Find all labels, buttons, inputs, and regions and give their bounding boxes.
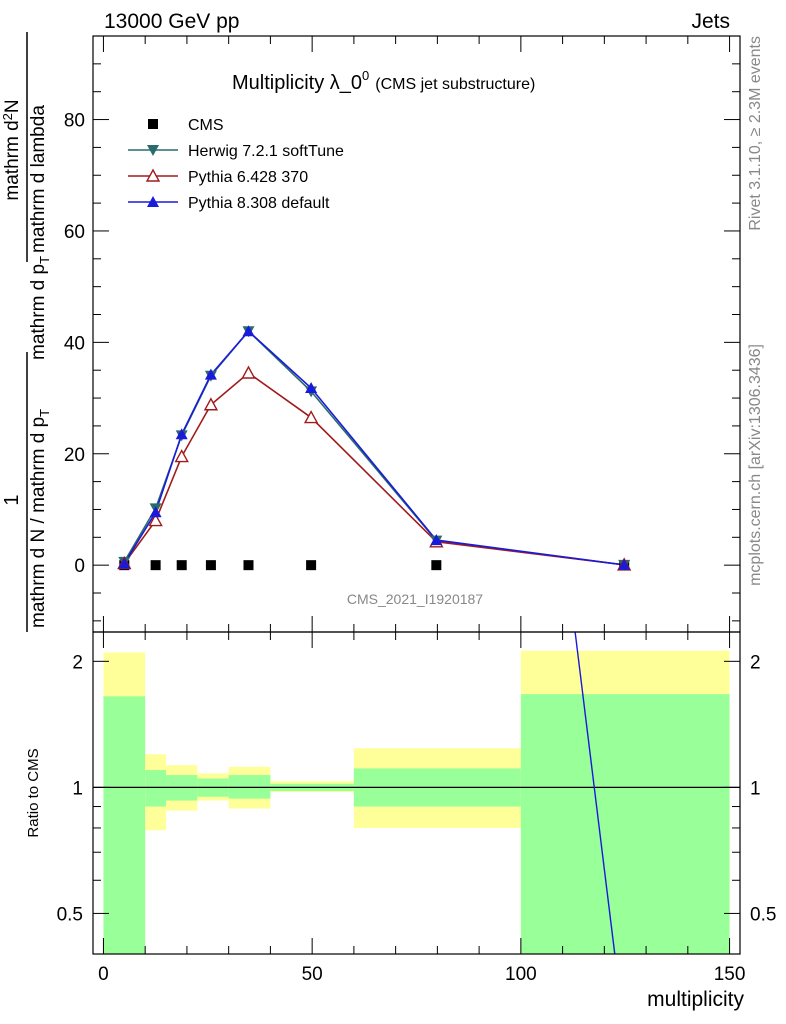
- legend-label: Pythia 6.428 370: [188, 169, 308, 186]
- series-point-0: [176, 560, 187, 571]
- main-plot: 0 20 40 60 80 Multiplicity λ_00(CMS jet subs…: [64, 35, 741, 633]
- ratio-series-line-0: [574, 631, 616, 955]
- series-point-3: [618, 558, 631, 570]
- series-point-0: [306, 560, 317, 571]
- ratio-series: [93, 631, 740, 955]
- ratio-xlabel: multiplicity: [647, 988, 744, 1011]
- ratio-band-inner: [145, 770, 167, 807]
- ratio-ytick-label-right: 1: [750, 778, 761, 799]
- main-ytick-label: 20: [64, 445, 85, 466]
- legend-label: Herwig 7.2.1 softTune: [188, 143, 344, 160]
- ratio-ytick-label: 1: [72, 778, 83, 799]
- legend-marker: [145, 168, 161, 182]
- legend-label: Pythia 8.308 default: [188, 195, 330, 212]
- header-left: 13000 GeV pp: [104, 10, 239, 33]
- series-point-2: [174, 449, 189, 463]
- main-ytick-label: 40: [64, 333, 85, 354]
- series-point-3: [149, 506, 162, 518]
- ylabel-denominator-1: mathrm d N / mathrm d pT: [28, 409, 52, 628]
- series-point-2: [303, 410, 319, 424]
- series-line-2: [123, 371, 625, 566]
- ratio-ytick-label: 2: [72, 652, 83, 673]
- series-point-3: [175, 428, 188, 440]
- series-point-0: [150, 560, 161, 571]
- ratio-ylabel: Ratio to CMS: [25, 748, 42, 837]
- rivet-label: Rivet 3.1.10, ≥ 2.3M events: [747, 36, 764, 231]
- ratio-ytick-label-right: 0.5: [750, 904, 776, 925]
- series-line-1: [123, 330, 625, 566]
- analysis-watermark: CMS_2021_I1920187: [347, 591, 483, 607]
- series-point-3: [430, 534, 443, 546]
- main-ytick-label: 0: [74, 556, 85, 577]
- series-point-3: [204, 368, 217, 380]
- legend: CMS Herwig 7.2.1 softTune Pythia 6.428 370…: [128, 117, 344, 212]
- series-point-3: [305, 382, 318, 394]
- series-point-3: [242, 325, 255, 337]
- series-point-2: [148, 513, 163, 527]
- series-point-0: [431, 560, 442, 571]
- ratio-ytick-label-right: 2: [750, 652, 761, 673]
- main-ylabel: 1 mathrm d N / mathrm d pT mathrm d2N ma…: [0, 32, 52, 632]
- ratio-xtick-label: 50: [302, 964, 323, 985]
- ylabel-denominator-2: mathrm d pTmathrm d lambda: [28, 105, 52, 360]
- main-ticks: 0 20 40 60 80: [64, 36, 740, 632]
- ratio-band-inner: [103, 696, 146, 954]
- main-title: Multiplicity λ_00(CMS jet substructure): [232, 68, 535, 94]
- legend-marker: [147, 196, 159, 207]
- ratio-plot: 0.5 0.5 1 1 2 2 0 50 100 150 Ratio to CMS multipl…: [25, 631, 776, 1011]
- legend-marker: [148, 119, 158, 129]
- series-line-3: [123, 330, 625, 566]
- legend-label: CMS: [188, 117, 224, 134]
- ratio-xtick-label: 150: [714, 964, 746, 985]
- series-point-0: [205, 560, 216, 571]
- series-point-2: [203, 397, 219, 411]
- series-point-0: [243, 560, 254, 571]
- main-ytick-label: 60: [64, 222, 85, 243]
- main-series: [117, 325, 632, 571]
- ratio-xtick-label: 100: [505, 964, 537, 985]
- ratio-ticks: 0.5 0.5 1 1 2 2 0 50 100 150: [57, 632, 776, 985]
- header-right: Jets: [691, 10, 730, 33]
- legend-marker: [147, 145, 159, 156]
- series-point-3: [118, 557, 131, 569]
- ylabel-numerator-2: mathrm d2N: [0, 99, 23, 200]
- ratio-band-inner: [520, 694, 730, 954]
- main-ytick-label: 80: [64, 111, 85, 132]
- ylabel-numerator-1: 1: [1, 494, 23, 505]
- ratio-bands: [103, 650, 730, 954]
- ratio-ytick-label: 0.5: [57, 904, 83, 925]
- ratio-frame: [92, 631, 741, 955]
- ratio-xtick-label: 0: [98, 964, 109, 985]
- mcplots-label: mcplots.cern.ch [arXiv:1306.3436]: [747, 344, 764, 586]
- series-point-2: [241, 365, 256, 379]
